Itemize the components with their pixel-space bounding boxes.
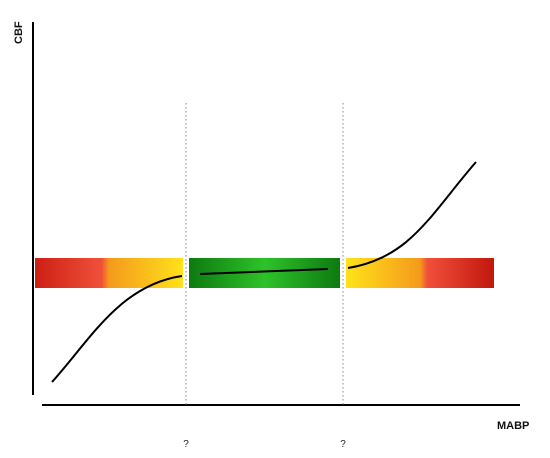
y-axis-label: CBF xyxy=(13,21,25,44)
x-axis-label: MABP xyxy=(497,420,529,432)
plateau-curve xyxy=(199,268,329,275)
low-zone-band xyxy=(35,258,183,288)
upper-limit-marker: ? xyxy=(340,439,346,450)
low-curve xyxy=(51,275,183,383)
high-curve xyxy=(347,161,477,269)
lower-limit-marker: ? xyxy=(183,439,189,450)
